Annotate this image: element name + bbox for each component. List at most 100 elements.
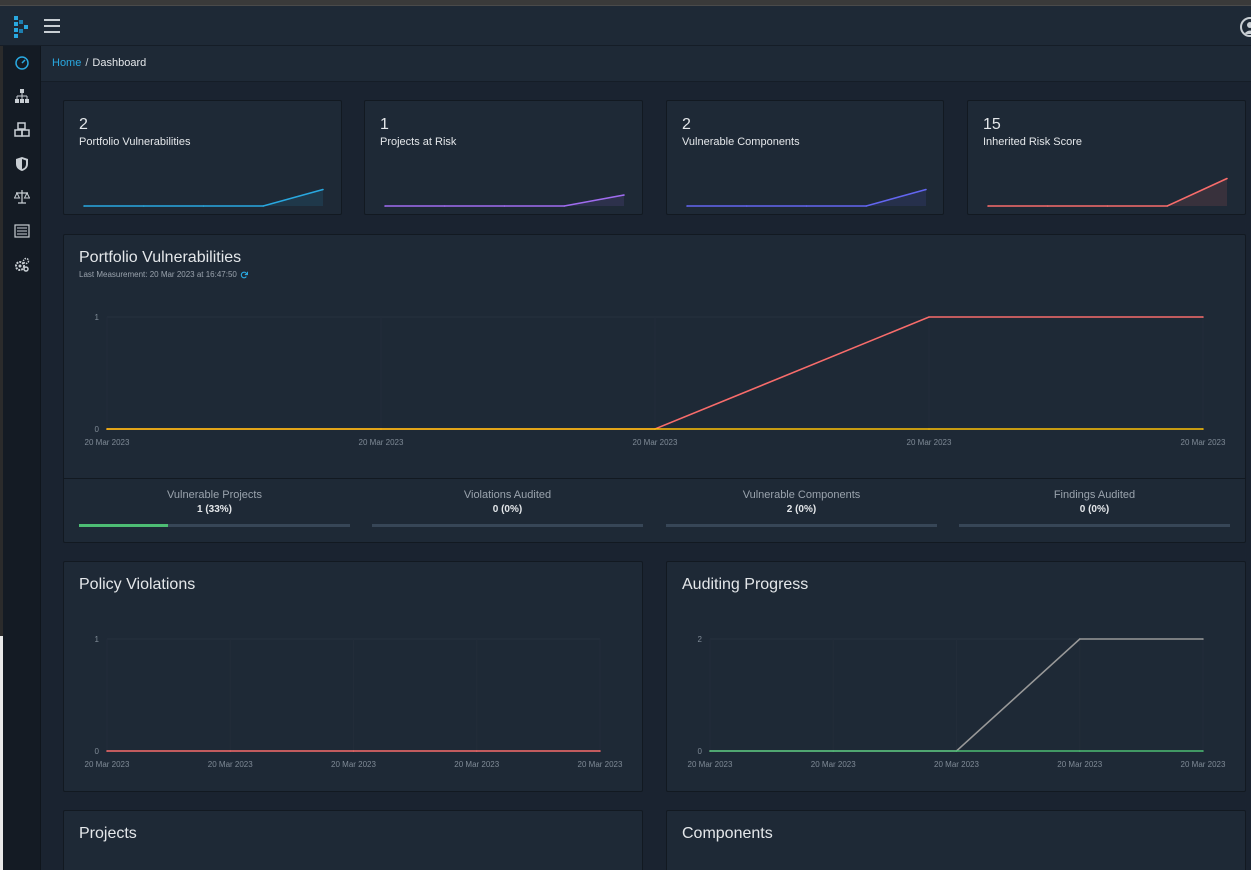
x-tick-label: 20 Mar 2023 [85,760,130,769]
series-area [385,195,624,206]
x-tick-label: 20 Mar 2023 [907,438,952,447]
data-point [745,205,748,207]
y-tick-label: 0 [95,747,100,756]
hamburger-icon[interactable] [44,19,60,33]
stat-label: Portfolio Vulnerabilities [79,136,191,148]
data-point [106,428,108,430]
breadcrumb-current: Dashboard [92,57,147,69]
series-area [687,189,926,206]
x-tick-label: 20 Mar 2023 [1181,760,1226,769]
components-card: Components [666,810,1246,870]
y-tick-label: 2 [698,635,703,644]
data-point [955,750,958,752]
data-point [1166,205,1169,207]
auditing-progress-chart: 0 2 20 Mar 2023 20 Mar 2023 20 Mar 2023 20 Ma… [688,635,1226,769]
data-point [1202,316,1204,318]
stat-sparkline-vulnerable-components [686,188,927,207]
data-point [928,316,930,318]
data-point [928,428,930,430]
projects-hierarchy-icon[interactable] [14,88,30,104]
data-point [106,750,108,752]
stat-value: 1 [380,116,389,133]
data-point [1046,205,1049,207]
y-tick-label: 1 [95,635,100,644]
data-point [384,205,386,207]
vulnerabilities-shield-icon[interactable] [14,156,30,172]
x-tick-label: 20 Mar 2023 [1057,760,1102,769]
data-point [563,205,566,207]
data-point [623,194,625,196]
series-area [988,178,1227,206]
stat-card-inherited-risk-score: 15 Inherited Risk Score [967,100,1246,215]
card-title: Policy Violations [79,576,196,593]
data-point [987,205,989,207]
metric-label: Vulnerable Components [742,489,861,501]
x-tick-label: 20 Mar 2023 [85,438,130,447]
data-point [654,428,656,430]
components-icon[interactable] [14,122,30,138]
y-tick-label: 0 [95,425,100,434]
metric-label: Findings Audited [1053,489,1136,501]
data-point [599,750,601,752]
data-point [262,205,265,207]
data-point [202,205,205,207]
breadcrumb: Home / Dashboard [41,46,1251,82]
stat-sparkline-projects-at-risk [384,194,625,207]
breadcrumb-home-link[interactable]: Home [52,57,82,69]
y-tick-label: 1 [95,313,100,322]
metric-progress-bar [372,524,643,527]
data-point [229,750,232,752]
stat-card-projects-at-risk: 1 Projects at Risk [364,100,643,215]
portfolio-vulnerabilities-chart: 0 1 20 Mar 2023 20 Mar 2023 20 Mar 2023 20 Ma… [85,313,1226,447]
card-title: Projects [79,825,137,842]
series-area [84,189,323,206]
metric-progress-fill [79,524,169,527]
data-point [1202,638,1204,640]
portfolio-vulnerabilities-card: Portfolio Vulnerabilities Last Measureme… [63,234,1246,543]
data-point [380,428,382,430]
top-navbar [0,6,1251,46]
stat-sparkline-portfolio-vulnerabilities [83,188,324,207]
metric-progress-bar [79,524,350,527]
metric-progress-bar [959,524,1230,527]
x-tick-label: 20 Mar 2023 [578,760,623,769]
policy-scale-icon[interactable] [14,189,30,205]
x-tick-label: 20 Mar 2023 [633,438,678,447]
x-tick-label: 20 Mar 2023 [331,760,376,769]
metric-value: 0 (0%) [492,504,523,515]
stat-label: Projects at Risk [380,136,457,148]
stat-card-vulnerable-components: 2 Vulnerable Components [666,100,944,215]
stat-value: 2 [79,116,88,133]
data-point [1078,750,1081,752]
data-point [1106,205,1109,207]
data-point [1202,750,1204,752]
dashboard-icon[interactable] [14,55,30,71]
metric-findings-audited: Findings Audited 0 (0%) [959,489,1230,515]
policy-violations-card: Policy Violations 0 1 20 Mar 2023 20 Mar 20… [63,561,643,792]
last-measurement-text: Last Measurement: 20 Mar 2023 at 16:47:5… [79,270,237,279]
left-edge [0,46,3,636]
data-point [475,750,478,752]
metric-value: 1 (33%) [196,504,232,515]
data-point [686,205,688,207]
refresh-icon[interactable] [240,271,248,279]
stat-value: 15 [983,116,1001,133]
data-point [865,205,868,207]
x-tick-label: 20 Mar 2023 [1181,438,1226,447]
data-point [142,205,145,207]
x-tick-label: 20 Mar 2023 [208,760,253,769]
dependency-track-logo-icon[interactable] [14,16,30,38]
data-point [352,750,355,752]
settings-gears-icon[interactable] [14,257,30,273]
card-title: Portfolio Vulnerabilities [79,249,242,266]
data-point [1078,638,1081,640]
data-point [832,750,835,752]
licenses-list-icon[interactable] [14,223,30,239]
stat-sparkline-inherited-risk-score [987,177,1228,207]
auditing-progress-card: Auditing Progress 0 2 20 Mar 2023 20 Mar 20… [666,561,1246,792]
stat-card-portfolio-vulnerabilities: 2 Portfolio Vulnerabilities [63,100,342,215]
user-avatar-icon[interactable] [1240,17,1251,37]
metric-label: Violations Audited [463,489,552,501]
x-tick-label: 20 Mar 2023 [688,760,733,769]
data-point [83,205,85,207]
